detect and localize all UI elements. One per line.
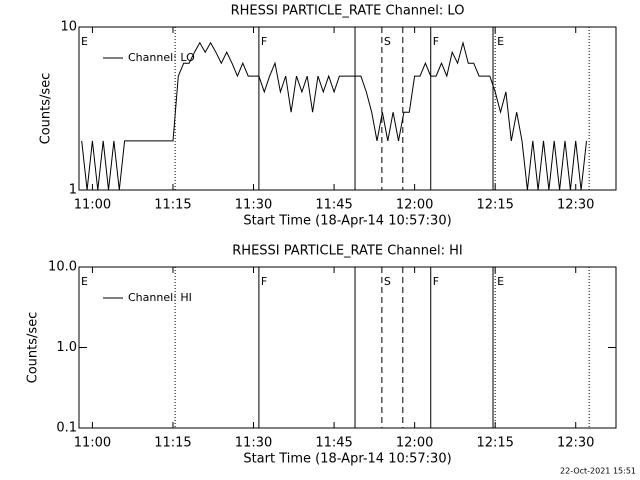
x-tick-label: 11:45 — [315, 436, 352, 451]
y-tick-label: 1 — [69, 183, 77, 198]
x-tick-label: 12:30 — [557, 198, 594, 213]
legend-label: Channel: HI — [128, 291, 192, 304]
plot-frame — [78, 26, 617, 191]
x-tick-label: 11:15 — [154, 436, 191, 451]
y-axis-label: Counts/sec — [26, 312, 41, 384]
event-label: F — [433, 35, 439, 48]
y-axis-label: Counts/sec — [39, 73, 54, 145]
event-label: F — [261, 275, 267, 288]
event-label: E — [497, 35, 504, 48]
x-tick-label: 12:15 — [476, 436, 513, 451]
footer: 22-Oct-2021 15:51 — [560, 467, 636, 476]
y-tick-label: 1.0 — [56, 340, 77, 355]
event-label: S — [384, 275, 391, 288]
data-line — [81, 40, 587, 191]
event-label: S — [384, 35, 391, 48]
x-tick-label: 11:00 — [74, 436, 111, 451]
event-label: F — [433, 275, 439, 288]
x-tick-label: 12:15 — [476, 198, 513, 213]
chart-title: RHESSI PARTICLE_RATE Channel: HI — [232, 244, 462, 259]
x-tick-label: 12:00 — [396, 198, 433, 213]
y-tick-label: 10.0 — [48, 260, 77, 275]
event-label: F — [261, 35, 267, 48]
x-tick-label: 11:45 — [315, 198, 352, 213]
x-tick-label: 11:15 — [154, 198, 191, 213]
y-tick-label: 10 — [60, 20, 77, 35]
event-label: E — [497, 275, 504, 288]
chart-title: RHESSI PARTICLE_RATE Channel: LO — [231, 4, 465, 19]
x-axis-label: Start Time (18-Apr-14 10:57:30) — [243, 452, 451, 467]
x-tick-label: 11:00 — [74, 198, 111, 213]
x-tick-label: 11:30 — [235, 436, 272, 451]
legend-label: Channel: LO — [128, 51, 195, 64]
x-axis-label: Start Time (18-Apr-14 10:57:30) — [243, 214, 451, 229]
y-tick-label: 0.1 — [56, 421, 77, 436]
x-tick-label: 12:30 — [557, 436, 594, 451]
event-label: E — [81, 275, 88, 288]
event-label: E — [81, 35, 88, 48]
x-tick-label: 12:00 — [396, 436, 433, 451]
x-tick-label: 11:30 — [235, 198, 272, 213]
